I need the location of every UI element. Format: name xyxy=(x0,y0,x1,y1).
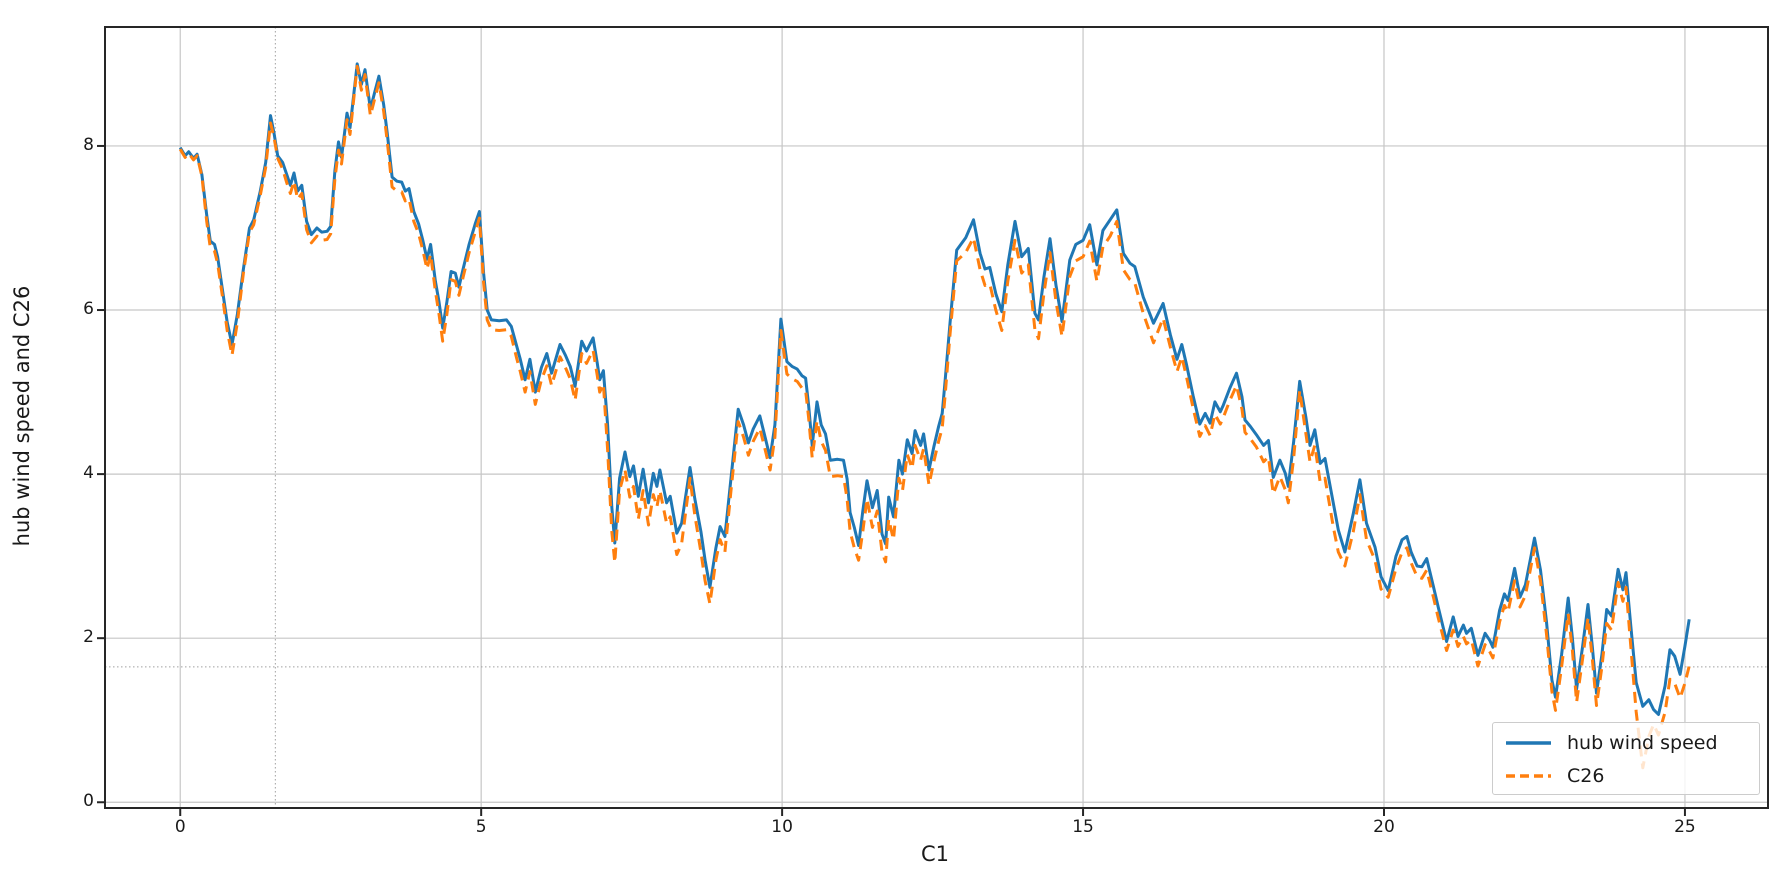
legend-item-c26: C26 xyxy=(1505,759,1759,792)
y-tick-label: 0 xyxy=(83,791,94,812)
legend[interactable]: hub wind speed C26 xyxy=(1492,722,1760,795)
x-tick-label: 10 xyxy=(771,817,793,837)
legend-label: hub wind speed xyxy=(1567,731,1718,754)
x-tick-label: 5 xyxy=(475,817,487,837)
y-tick-label: 8 xyxy=(83,134,94,155)
x-tick-label: 20 xyxy=(1373,817,1395,837)
y-tick-label: 2 xyxy=(83,627,94,648)
x-tick-label: 25 xyxy=(1674,817,1696,837)
y-tick-label: 4 xyxy=(83,463,94,484)
x-axis-label: C1 xyxy=(920,842,950,866)
x-tick-label: 15 xyxy=(1072,817,1094,837)
y-axis-label: hub wind speed and C26 xyxy=(10,285,34,547)
legend-label: C26 xyxy=(1567,764,1605,787)
x-tick-label: 0 xyxy=(174,817,186,837)
y-tick-label: 6 xyxy=(83,299,94,320)
legend-item-hub-wind-speed: hub wind speed xyxy=(1505,726,1759,759)
legend-line-dashed-icon xyxy=(1506,773,1551,778)
legend-line-solid-icon xyxy=(1506,740,1551,745)
